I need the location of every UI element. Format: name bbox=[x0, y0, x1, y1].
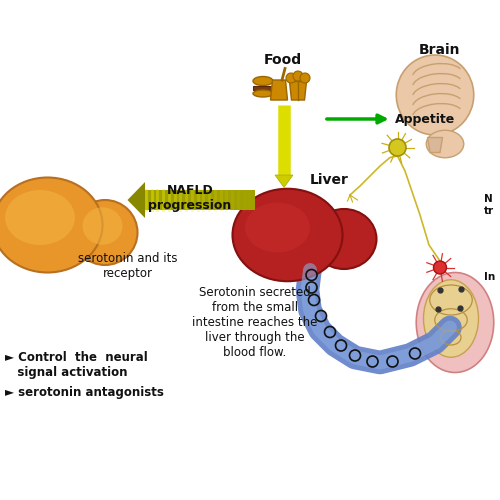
Text: progression: progression bbox=[148, 200, 232, 212]
Ellipse shape bbox=[416, 272, 494, 372]
Polygon shape bbox=[428, 138, 442, 152]
Ellipse shape bbox=[82, 207, 122, 244]
Circle shape bbox=[293, 71, 303, 81]
Ellipse shape bbox=[232, 188, 342, 281]
Polygon shape bbox=[270, 80, 287, 100]
Ellipse shape bbox=[426, 130, 464, 158]
Circle shape bbox=[434, 261, 446, 274]
Circle shape bbox=[389, 139, 406, 156]
Polygon shape bbox=[145, 190, 255, 210]
Polygon shape bbox=[275, 175, 293, 188]
Ellipse shape bbox=[312, 209, 376, 269]
Ellipse shape bbox=[72, 200, 138, 265]
Ellipse shape bbox=[245, 202, 310, 252]
Circle shape bbox=[300, 73, 310, 83]
Ellipse shape bbox=[396, 55, 474, 135]
Ellipse shape bbox=[424, 280, 478, 357]
Text: Liver: Liver bbox=[310, 173, 349, 187]
Ellipse shape bbox=[0, 178, 102, 272]
Text: In: In bbox=[484, 272, 495, 282]
Text: Food: Food bbox=[264, 53, 302, 67]
Text: N
tr: N tr bbox=[484, 194, 494, 216]
Circle shape bbox=[286, 73, 296, 83]
Ellipse shape bbox=[5, 190, 75, 245]
Text: Brain: Brain bbox=[419, 43, 461, 57]
Ellipse shape bbox=[253, 90, 273, 97]
Ellipse shape bbox=[253, 76, 273, 86]
Polygon shape bbox=[253, 86, 273, 90]
Text: Appetite: Appetite bbox=[395, 114, 455, 126]
Text: Serotonin secreted
from the small
intestine reaches the
liver through the
blood : Serotonin secreted from the small intest… bbox=[192, 286, 318, 359]
Polygon shape bbox=[290, 82, 306, 100]
Text: ► serotonin antagonists: ► serotonin antagonists bbox=[5, 386, 164, 399]
Text: NAFLD: NAFLD bbox=[166, 184, 214, 198]
Text: ► Control  the  neural
   signal activation: ► Control the neural signal activation bbox=[5, 351, 148, 379]
Text: serotonin and its
receptor: serotonin and its receptor bbox=[78, 252, 177, 280]
Polygon shape bbox=[128, 182, 145, 218]
